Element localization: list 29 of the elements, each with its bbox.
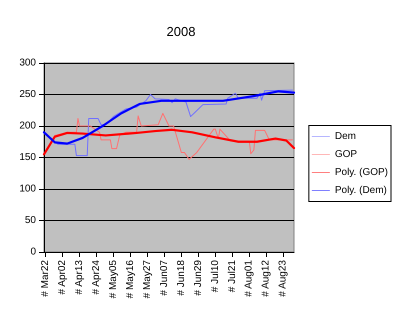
y-tick-label: 0 <box>30 246 36 258</box>
x-tick-label: # Aug12 <box>260 260 272 297</box>
y-tick-label: 50 <box>24 215 36 226</box>
y-tick-label: 100 <box>19 184 36 194</box>
legend-label: Poly. (Dem) <box>334 185 387 196</box>
y-tick-label: 150 <box>19 152 36 163</box>
x-tick-label: # Jun07 <box>158 260 170 296</box>
legend-label: Dem <box>334 131 356 142</box>
x-tick-label: # Mar22 <box>40 260 52 297</box>
x-tick-label: # May16 <box>124 260 136 298</box>
y-tick-label: 250 <box>19 89 36 100</box>
chart-title: 2008 <box>166 24 196 39</box>
line-series <box>42 90 296 145</box>
x-tick-label: # Apr24 <box>90 260 102 294</box>
y-tick-label: 200 <box>19 120 36 132</box>
x-tick-label: # May05 <box>108 260 119 298</box>
y-tick-label: 300 <box>19 58 36 68</box>
x-tick-label: # Jun29 <box>192 260 204 296</box>
x-tick-label: # Jul10 <box>210 260 221 292</box>
x-tick-label: # Jun18 <box>176 260 187 296</box>
line-series <box>42 128 296 156</box>
x-tick-label: # Jul21 <box>226 260 238 292</box>
x-tick-label: # May27 <box>142 260 153 298</box>
x-tick-label: # Apr02 <box>57 260 68 294</box>
x-tick-label: # Aug01 <box>244 260 255 297</box>
legend-label: Poly. (GOP) <box>334 167 388 178</box>
x-tick-label: # Aug23 <box>278 260 289 297</box>
x-tick-label: # Apr13 <box>74 260 85 294</box>
legend-label: GOP <box>334 149 358 160</box>
